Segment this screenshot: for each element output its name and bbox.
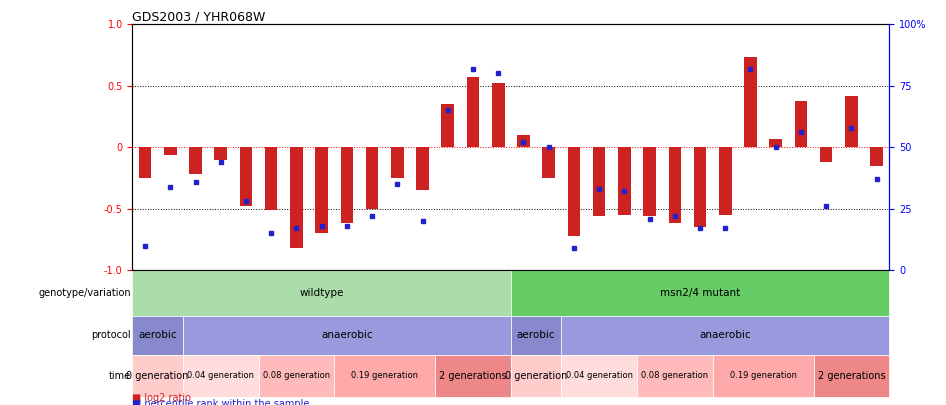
Text: msn2/4 mutant: msn2/4 mutant xyxy=(660,288,740,298)
FancyBboxPatch shape xyxy=(334,355,435,397)
Bar xyxy=(215,147,227,160)
Text: time: time xyxy=(109,371,131,381)
FancyBboxPatch shape xyxy=(511,355,561,397)
FancyBboxPatch shape xyxy=(183,355,258,397)
Text: aerobic: aerobic xyxy=(517,330,555,341)
Text: 0.04 generation: 0.04 generation xyxy=(566,371,633,380)
Text: 2 generations: 2 generations xyxy=(439,371,507,381)
Bar xyxy=(442,104,454,147)
Text: aerobic: aerobic xyxy=(138,330,177,341)
Bar xyxy=(669,147,681,224)
FancyBboxPatch shape xyxy=(561,355,637,397)
Text: GDS2003 / YHR068W: GDS2003 / YHR068W xyxy=(132,10,266,23)
Text: wildtype: wildtype xyxy=(300,288,343,298)
Bar xyxy=(391,147,404,178)
Text: ■ percentile rank within the sample: ■ percentile rank within the sample xyxy=(132,399,310,405)
Bar xyxy=(315,147,328,233)
FancyBboxPatch shape xyxy=(183,316,511,355)
FancyBboxPatch shape xyxy=(814,355,889,397)
Bar xyxy=(517,135,530,147)
Text: 0.19 generation: 0.19 generation xyxy=(351,371,418,380)
Bar xyxy=(164,147,177,155)
FancyBboxPatch shape xyxy=(511,316,561,355)
Text: anaerobic: anaerobic xyxy=(321,330,373,341)
Text: protocol: protocol xyxy=(92,330,131,341)
Bar xyxy=(820,147,832,162)
Bar xyxy=(416,147,429,190)
Text: 2 generations: 2 generations xyxy=(817,371,885,381)
Bar xyxy=(189,147,201,174)
Bar xyxy=(239,147,253,206)
Bar xyxy=(139,147,151,178)
Bar xyxy=(593,147,605,216)
FancyBboxPatch shape xyxy=(132,316,183,355)
Bar xyxy=(870,147,883,166)
Bar xyxy=(366,147,378,209)
Bar xyxy=(542,147,555,178)
Bar xyxy=(618,147,631,215)
Text: ■ log2 ratio: ■ log2 ratio xyxy=(132,392,191,403)
FancyBboxPatch shape xyxy=(561,316,889,355)
Text: anaerobic: anaerobic xyxy=(699,330,751,341)
Bar xyxy=(845,96,858,147)
Bar xyxy=(693,147,707,227)
FancyBboxPatch shape xyxy=(511,270,889,316)
FancyBboxPatch shape xyxy=(132,355,183,397)
Text: 0.04 generation: 0.04 generation xyxy=(187,371,254,380)
Text: 0 generation: 0 generation xyxy=(505,371,568,381)
Bar xyxy=(795,100,807,147)
Bar xyxy=(492,83,504,147)
Text: 0 generation: 0 generation xyxy=(127,371,189,381)
Text: genotype/variation: genotype/variation xyxy=(39,288,131,298)
FancyBboxPatch shape xyxy=(258,355,334,397)
Bar xyxy=(568,147,580,236)
Bar xyxy=(719,147,731,215)
Text: 0.08 generation: 0.08 generation xyxy=(641,371,709,380)
Bar xyxy=(643,147,656,216)
FancyBboxPatch shape xyxy=(637,355,712,397)
Text: 0.08 generation: 0.08 generation xyxy=(263,371,330,380)
Bar xyxy=(341,147,353,224)
Bar xyxy=(265,147,277,210)
FancyBboxPatch shape xyxy=(435,355,511,397)
Bar xyxy=(290,147,303,248)
Bar xyxy=(769,139,782,147)
Bar xyxy=(745,58,757,147)
Bar xyxy=(466,77,480,147)
Text: 0.19 generation: 0.19 generation xyxy=(729,371,797,380)
FancyBboxPatch shape xyxy=(712,355,814,397)
FancyBboxPatch shape xyxy=(132,270,511,316)
